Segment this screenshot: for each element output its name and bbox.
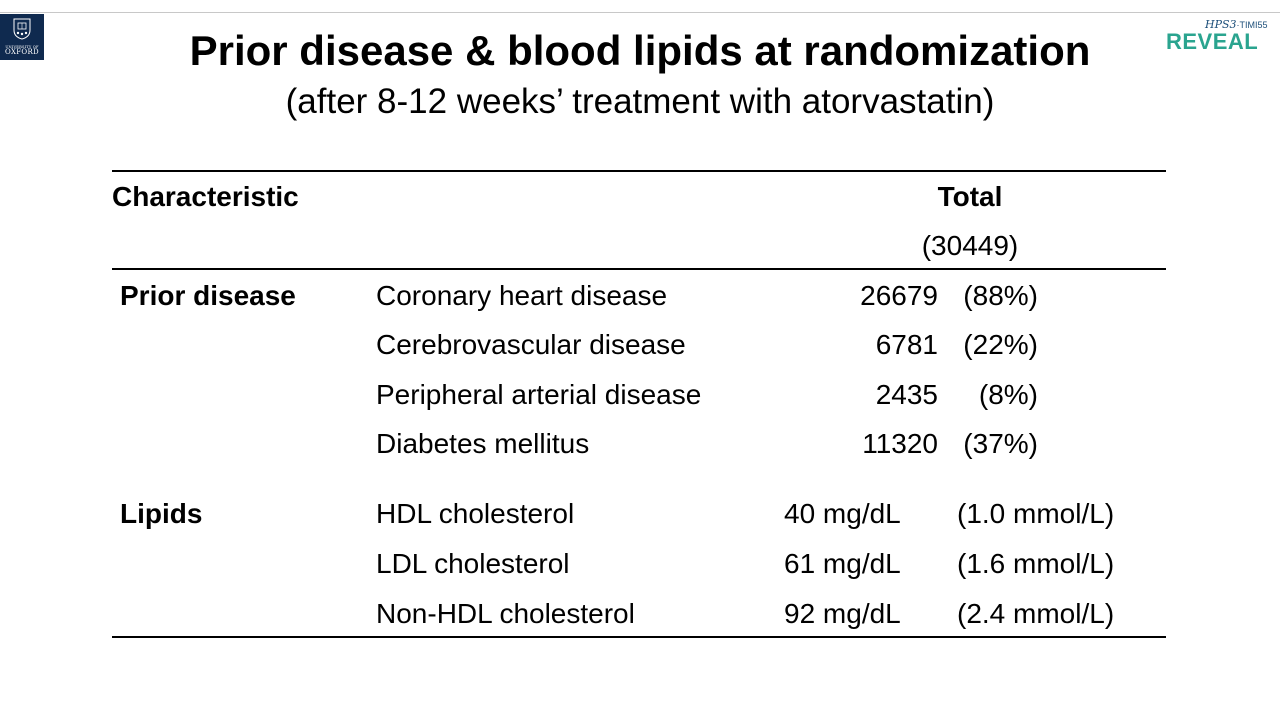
oxford-logo: UNIVERSITY OF OXFORD — [0, 14, 44, 60]
row-value: 61 mg/dL — [784, 548, 901, 579]
oxford-university-text: UNIVERSITY OF — [5, 44, 39, 49]
header-total-n: (30449) — [921, 230, 1019, 261]
reveal-logo-subtext: HPS3·TIMI55 — [1205, 18, 1268, 31]
row-name: Cerebrovascular disease — [376, 329, 686, 360]
row-alt-value: (1.0 mmol/L) — [957, 498, 1115, 529]
reveal-prefix: HPS3 — [1205, 18, 1237, 31]
row-name: Diabetes mellitus — [376, 428, 590, 459]
reveal-suffix: TIMI55 — [1239, 20, 1268, 30]
table-top-rule — [112, 170, 1166, 172]
row-count: 11320 — [862, 428, 938, 459]
row-count: 6781 — [875, 329, 938, 360]
row-pct: (22%) — [963, 329, 1038, 360]
row-name: HDL cholesterol — [376, 498, 575, 529]
oxford-crest-icon — [13, 18, 31, 40]
slide-subtitle: (after 8-12 weeks’ treatment with atorva… — [285, 82, 995, 121]
row-pct: (88%) — [963, 280, 1038, 311]
row-name: LDL cholesterol — [376, 548, 570, 579]
table-bottom-rule — [112, 636, 1166, 638]
row-value: 40 mg/dL — [784, 498, 901, 529]
row-count: 26679 — [860, 280, 938, 311]
reveal-logo: REVEAL — [1166, 29, 1259, 54]
oxford-name-text: OXFORD — [5, 48, 39, 57]
row-name: Non-HDL cholesterol — [376, 598, 635, 629]
row-name: Coronary heart disease — [376, 280, 668, 311]
header-total: Total — [937, 181, 1003, 212]
table-header-rule — [112, 268, 1166, 270]
row-name: Peripheral arterial disease — [376, 379, 702, 410]
row-count: 2435 — [875, 379, 938, 410]
row-value: 92 mg/dL — [784, 598, 901, 629]
slide-title: Prior disease & blood lipids at randomiz… — [189, 27, 1091, 74]
top-divider — [0, 12, 1280, 13]
row-alt-value: (2.4 mmol/L) — [957, 598, 1115, 629]
row-pct: (37%) — [963, 428, 1038, 459]
header-characteristic: Characteristic — [112, 181, 299, 212]
lipids-label: Lipids — [120, 498, 203, 529]
prior-disease-label: Prior disease — [120, 280, 296, 311]
row-alt-value: (1.6 mmol/L) — [957, 548, 1115, 579]
row-pct: (8%) — [978, 379, 1038, 410]
